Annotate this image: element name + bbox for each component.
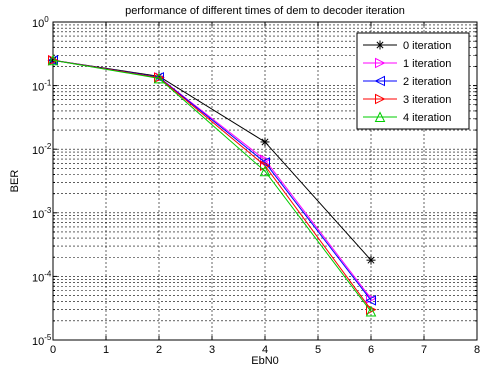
legend-label: 3 iteration	[403, 94, 451, 106]
legend-label: 2 iteration	[403, 76, 451, 88]
y-tick-label: 10-5	[32, 333, 52, 348]
series-4	[47, 54, 377, 317]
data-marker	[47, 54, 59, 66]
y-axis-label: BER	[9, 170, 21, 193]
y-tick-label: 100	[32, 15, 49, 30]
x-tick-label: 7	[421, 344, 427, 356]
axis-ticks: 0 1 2 3 4 5 6 7 8 100 10-1 10-2 10-3 10-4 10-5	[32, 15, 480, 356]
series-line	[52, 59, 372, 312]
legend-label: 1 iteration	[403, 58, 451, 70]
data-marker	[374, 75, 385, 87]
legend-label: 4 iteration	[403, 112, 451, 124]
data-marker	[374, 111, 386, 122]
data-marker	[365, 295, 376, 306]
data-marker	[261, 138, 269, 146]
y-tick-label: 10-4	[32, 269, 52, 284]
chart-title: performance of different times of dem to…	[125, 5, 405, 17]
legend: 0 iteration 1 iteration 2 iteration 3 itera…	[356, 32, 470, 130]
x-tick-label: 4	[262, 344, 268, 356]
legend-item: 3 iteration	[363, 93, 451, 106]
y-tick-label: 10-1	[32, 79, 52, 94]
data-marker	[260, 160, 271, 172]
series-lines	[47, 54, 377, 317]
data-marker	[375, 93, 386, 105]
x-tick-label: 1	[103, 344, 109, 356]
data-marker	[375, 57, 386, 69]
data-marker	[366, 293, 377, 304]
data-marker	[48, 54, 59, 66]
x-tick-label: 5	[315, 344, 321, 356]
data-marker	[153, 72, 165, 84]
x-tick-label: 0	[50, 344, 56, 356]
x-tick-label: 8	[474, 344, 480, 356]
legend-label: 0 iteration	[403, 40, 451, 52]
legend-item: 4 iteration	[363, 111, 451, 124]
x-tick-label: 2	[156, 344, 162, 356]
x-tick-label: 6	[368, 344, 374, 356]
y-tick-label: 10-2	[32, 142, 52, 157]
data-marker	[376, 41, 384, 49]
y-tick-label: 10-3	[32, 206, 52, 221]
data-marker	[259, 165, 271, 177]
x-tick-label: 3	[209, 344, 215, 356]
legend-item: 0 iteration	[363, 40, 451, 52]
data-marker	[367, 256, 375, 264]
legend-item: 2 iteration	[363, 75, 451, 88]
legend-item: 1 iteration	[363, 57, 451, 70]
data-marker	[259, 157, 270, 168]
x-axis-label: EbN0	[251, 355, 279, 367]
data-marker	[365, 305, 377, 317]
